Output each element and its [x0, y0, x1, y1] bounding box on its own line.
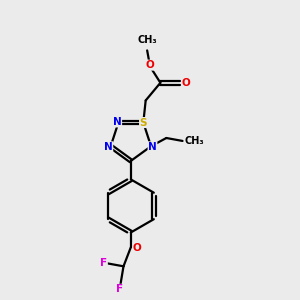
- Text: O: O: [182, 78, 190, 88]
- Text: CH₃: CH₃: [137, 35, 157, 45]
- Text: O: O: [146, 60, 154, 70]
- Text: N: N: [104, 142, 113, 152]
- Text: F: F: [116, 284, 124, 294]
- Text: CH₃: CH₃: [184, 136, 204, 146]
- Text: F: F: [100, 258, 107, 268]
- Text: N: N: [113, 117, 122, 127]
- Text: O: O: [133, 243, 142, 253]
- Text: S: S: [140, 118, 147, 128]
- Text: N: N: [148, 142, 157, 152]
